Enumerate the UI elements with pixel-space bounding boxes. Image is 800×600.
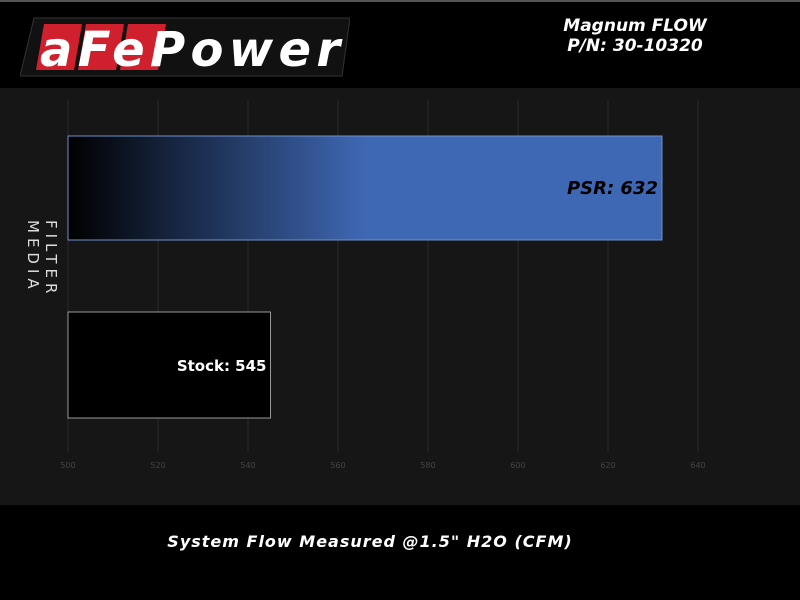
- x-tick-label: 620: [600, 461, 615, 470]
- product-name: Magnum FLOW: [563, 16, 707, 36]
- bar-psr: [67, 135, 663, 241]
- x-tick-label: 640: [690, 461, 705, 470]
- chart-title: Magnum FLOW P/N: 30-10320: [540, 16, 730, 56]
- x-tick-label: 560: [330, 461, 345, 470]
- svg-text:aFePower: aFePower: [40, 22, 343, 78]
- afe-power-logo: aFePower: [20, 17, 350, 78]
- x-tick-label: 500: [60, 461, 75, 470]
- data-label: Stock: 545: [177, 357, 267, 375]
- x-tick-label: 520: [150, 461, 165, 470]
- bar-stock: [67, 311, 271, 419]
- y-axis-label: FILTER MEDIA: [24, 220, 60, 299]
- x-tick-label: 600: [510, 461, 525, 470]
- footer: [0, 505, 800, 600]
- x-tick-label: 580: [420, 461, 435, 470]
- x-tick-label: 540: [240, 461, 255, 470]
- x-axis-label: System Flow Measured @1.5" H2O (CFM): [167, 532, 573, 551]
- part-number: P/N: 30-10320: [567, 36, 703, 56]
- header: aFePower Magnum FLOW P/N: 30-10320: [0, 0, 800, 88]
- data-label: PSR: 632: [567, 178, 658, 199]
